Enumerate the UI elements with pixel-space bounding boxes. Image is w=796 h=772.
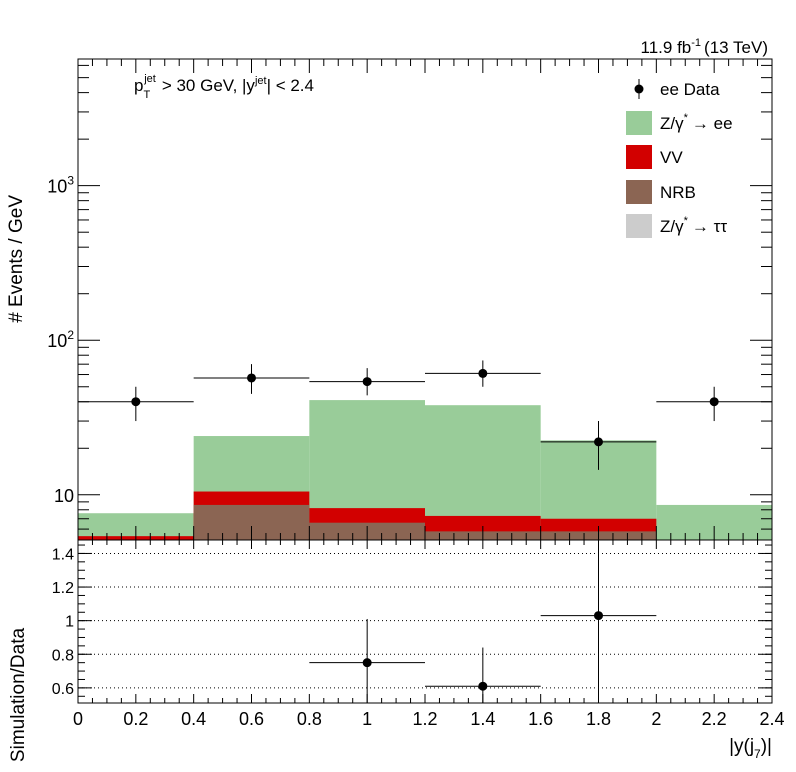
ratio-point: [594, 611, 603, 621]
x-tick-label: 0: [73, 709, 83, 729]
x-tick-label: 1.6: [528, 709, 553, 729]
legend-swatch: [626, 111, 652, 135]
legend-label: Z/γ* → ee: [660, 112, 733, 133]
data-point: [478, 368, 488, 378]
top-y-tick-label: 10: [54, 486, 74, 506]
x-tick-label: 2: [651, 709, 661, 729]
ratio-point: [478, 681, 488, 691]
x-tick-label: 1.8: [586, 709, 611, 729]
data-point: [709, 397, 719, 407]
x-tick-label: 1: [362, 709, 372, 729]
x-tick-label: 0.6: [239, 709, 264, 729]
ratio-y-tick-label: 1.4: [52, 546, 74, 563]
ratio-frame: [77, 539, 773, 704]
legend-label: NRB: [660, 183, 696, 202]
data-point: [131, 397, 141, 407]
x-tick-label: 2.2: [702, 709, 727, 729]
x-axis-title: |y(j7)|: [729, 736, 772, 761]
ratio-y-axis-title: Simulation/Data: [8, 628, 29, 763]
top-y-tick-label: 102: [47, 328, 74, 351]
ratio-y-tick-label: 1: [65, 614, 74, 631]
data-point: [362, 377, 372, 387]
x-tick-label: 1.2: [412, 709, 437, 729]
ratio-point: [362, 658, 372, 668]
legend: ee Data Z/γ* → ee VV NRB Z/γ* → ττ: [626, 79, 733, 238]
ratio-y-tick-label: 1.2: [52, 580, 74, 597]
ratio-panel: 0.6 0.8 1 1.2 1.4 0 0.2 0.4 0.6 0.8 1 1.2 1.4 1.6 1.8 2…: [52, 539, 785, 729]
x-tick-label: 0.8: [297, 709, 322, 729]
luminosity-label: 11.9 fb-1 (13 TeV): [641, 37, 768, 57]
legend-swatch: [626, 214, 652, 238]
cut-annotation: pTjet > 30 GeV, |yjet| < 2.4: [134, 73, 314, 101]
top-y-axis-title: # Events / GeV: [6, 195, 27, 323]
legend-data-marker: [634, 84, 644, 94]
x-tick-label: 0.4: [181, 709, 206, 729]
top-panel: 10 102 103: [47, 58, 773, 541]
legend-swatch: [626, 180, 652, 204]
x-tick-label: 1.4: [470, 709, 495, 729]
legend-label: Z/γ* → ττ: [660, 215, 727, 236]
legend-swatch: [626, 145, 652, 169]
legend-label: ee Data: [660, 80, 720, 99]
legend-label: VV: [660, 148, 683, 167]
x-tick-label: 0.2: [123, 709, 148, 729]
ratio-y-tick-label: 0.8: [52, 647, 74, 664]
top-y-tick-label: 103: [47, 174, 74, 197]
data-point: [594, 437, 603, 447]
x-tick-label: 2.4: [759, 709, 784, 729]
ratio-y-tick-label: 0.6: [52, 681, 74, 698]
data-point: [247, 373, 256, 383]
